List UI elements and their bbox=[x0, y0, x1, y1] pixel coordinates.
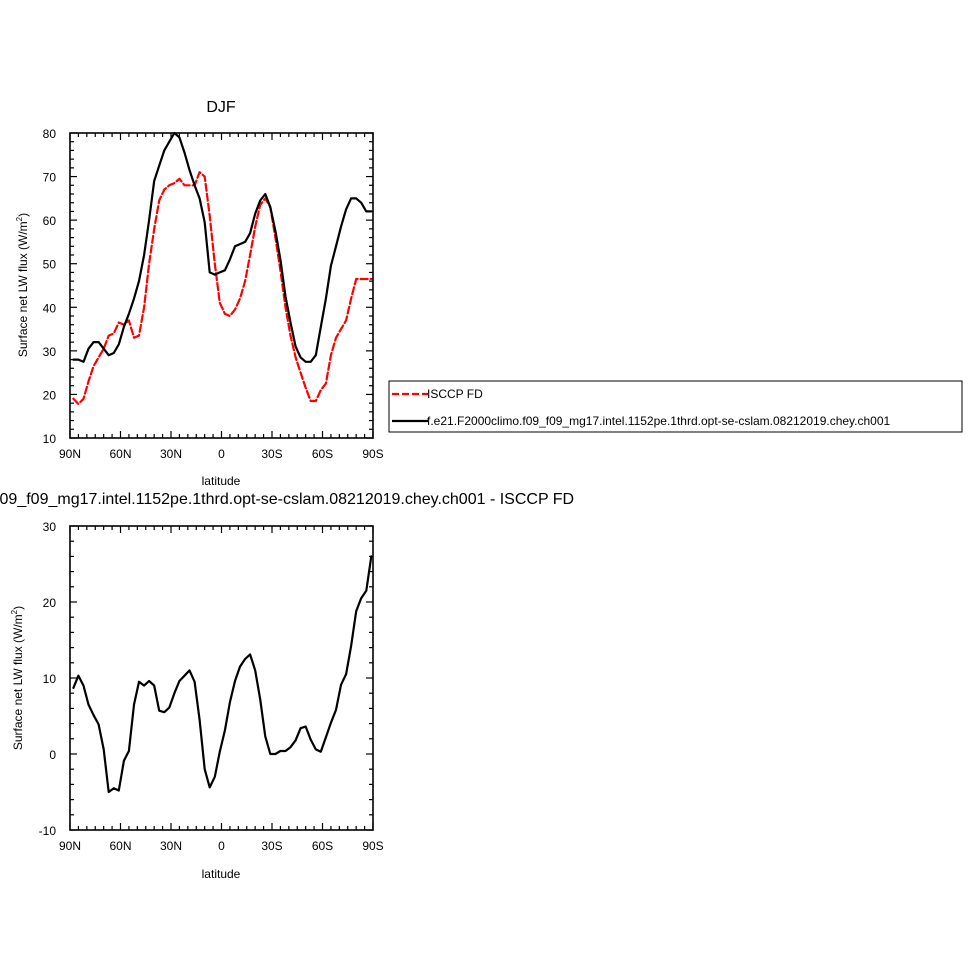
bottom-chart-title: f.e21.F2000climo.f09_f09_mg17.intel.1152… bbox=[0, 491, 574, 508]
top-x-tick-label: 90S bbox=[362, 447, 383, 461]
top-chart-title: DJF bbox=[206, 99, 236, 116]
bottom-y-tick-label: 30 bbox=[43, 520, 57, 534]
legend-item-isccp: ISCCP FD bbox=[392, 387, 483, 401]
top-y-tick-label: 40 bbox=[43, 301, 57, 315]
top-y-tick-label: 80 bbox=[43, 127, 57, 141]
legend-item-model: f.e21.F2000climo.f09_f09_mg17.intel.1152… bbox=[392, 414, 891, 428]
top-y-tick-label: 70 bbox=[43, 171, 57, 185]
legend-label-model: f.e21.F2000climo.f09_f09_mg17.intel.1152… bbox=[427, 414, 891, 428]
bottom-plot-frame bbox=[69, 525, 374, 831]
bottom-x-tick-label: 30S bbox=[261, 839, 282, 853]
bottom-y-tick-label: -10 bbox=[39, 824, 57, 838]
bottom-x-tick-label: 90N bbox=[59, 839, 81, 853]
top-y-tick-label: 20 bbox=[43, 388, 57, 402]
top-x-tick-label: 30N bbox=[160, 447, 182, 461]
top-series-line-1 bbox=[72, 131, 373, 363]
top-panel: DJF 90N 60N 30N 0 30S 60S 90S1020304050607080 … bbox=[15, 99, 963, 488]
bottom-y-tick-label: 0 bbox=[49, 748, 56, 762]
bottom-plot-area bbox=[72, 555, 373, 794]
top-x-tick-label: 60N bbox=[109, 447, 131, 461]
bottom-x-axis-label: latitude bbox=[202, 867, 241, 881]
top-plot-area bbox=[72, 131, 373, 406]
top-y-tick-label: 50 bbox=[43, 258, 57, 272]
top-x-axis-label: latitude bbox=[202, 474, 241, 488]
bottom-y-axis-label: Surface net LW flux (W/m2) bbox=[10, 606, 25, 750]
bottom-x-tick-label: 0 bbox=[218, 839, 225, 853]
bottom-x-tick-label: 30N bbox=[160, 839, 182, 853]
top-x-tick-label: 30S bbox=[261, 447, 282, 461]
bottom-x-tick-label: 60S bbox=[312, 839, 333, 853]
top-y-tick-label: 30 bbox=[43, 345, 57, 359]
bottom-panel: f.e21.F2000climo.f09_f09_mg17.intel.1152… bbox=[0, 491, 574, 881]
legend-label-isccp: ISCCP FD bbox=[427, 387, 483, 401]
top-x-tick-label: 90N bbox=[59, 447, 81, 461]
bottom-x-tick-label: 90S bbox=[362, 839, 383, 853]
bottom-axis-ticks: 90N 60N 30N 0 30S 60S 90S -10 0 10 20 30 bbox=[39, 520, 384, 853]
bottom-y-tick-label: 10 bbox=[43, 672, 57, 686]
top-y-tick-label: 10 bbox=[43, 432, 57, 446]
bottom-x-tick-label: 60N bbox=[109, 839, 131, 853]
top-axis-ticks: 90N 60N 30N 0 30S 60S 90S 10 20 30 40 50 60 70 80 bbox=[43, 127, 384, 461]
top-x-tick-label: 60S bbox=[312, 447, 333, 461]
top-y-axis-label: Surface net LW flux (W/m2) bbox=[15, 213, 30, 357]
bottom-series-line-0 bbox=[72, 555, 373, 794]
bottom-y-tick-label: 20 bbox=[43, 596, 57, 610]
legend-box bbox=[388, 380, 963, 433]
top-y-tick-label: 60 bbox=[43, 214, 57, 228]
top-x-tick-label: 0 bbox=[218, 447, 225, 461]
top-legend: ISCCP FD f.e21.F2000climo.f09_f09_mg17.i… bbox=[388, 380, 963, 433]
top-series-line-0 bbox=[72, 171, 373, 406]
